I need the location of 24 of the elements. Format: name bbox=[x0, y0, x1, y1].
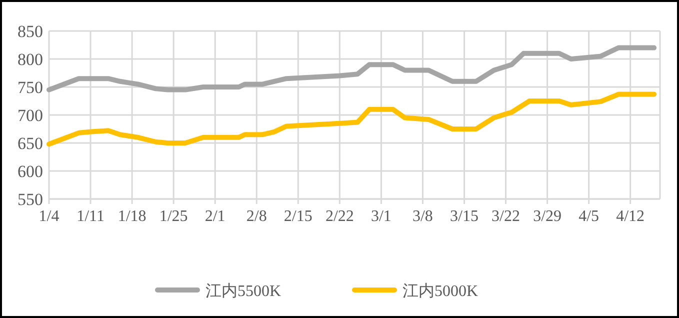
y-tick-label: 750 bbox=[18, 78, 43, 97]
x-tick-label: 3/22 bbox=[492, 208, 520, 225]
y-tick-label: 700 bbox=[18, 106, 43, 125]
x-tick-label: 2/1 bbox=[204, 208, 226, 225]
x-tick-label: 3/15 bbox=[450, 208, 478, 225]
x-tick-label: 1/25 bbox=[159, 208, 188, 225]
x-tick-label: 1/4 bbox=[38, 208, 60, 225]
x-tick-label: 4/12 bbox=[616, 208, 645, 225]
x-tick-label: 1/11 bbox=[76, 208, 104, 225]
y-tick-label: 600 bbox=[18, 162, 43, 181]
y-tick-label: 850 bbox=[18, 22, 43, 41]
x-tick-label: 2/22 bbox=[325, 208, 354, 225]
x-tick-label: 1/18 bbox=[118, 208, 146, 225]
y-tick-label: 650 bbox=[18, 134, 43, 153]
x-tick-label: 3/1 bbox=[370, 208, 392, 225]
y-tick-label: 800 bbox=[18, 50, 43, 69]
x-tick-label: 2/15 bbox=[284, 208, 312, 225]
x-tick-label: 2/8 bbox=[246, 208, 267, 225]
y-tick-label: 550 bbox=[18, 190, 43, 209]
x-tick-label: 4/5 bbox=[578, 208, 600, 225]
x-tick-label: 3/8 bbox=[412, 208, 433, 225]
legend-label: 江内5000K bbox=[402, 282, 478, 300]
legend-label: 江内5500K bbox=[206, 282, 282, 300]
x-tick-label: 3/29 bbox=[533, 208, 562, 225]
